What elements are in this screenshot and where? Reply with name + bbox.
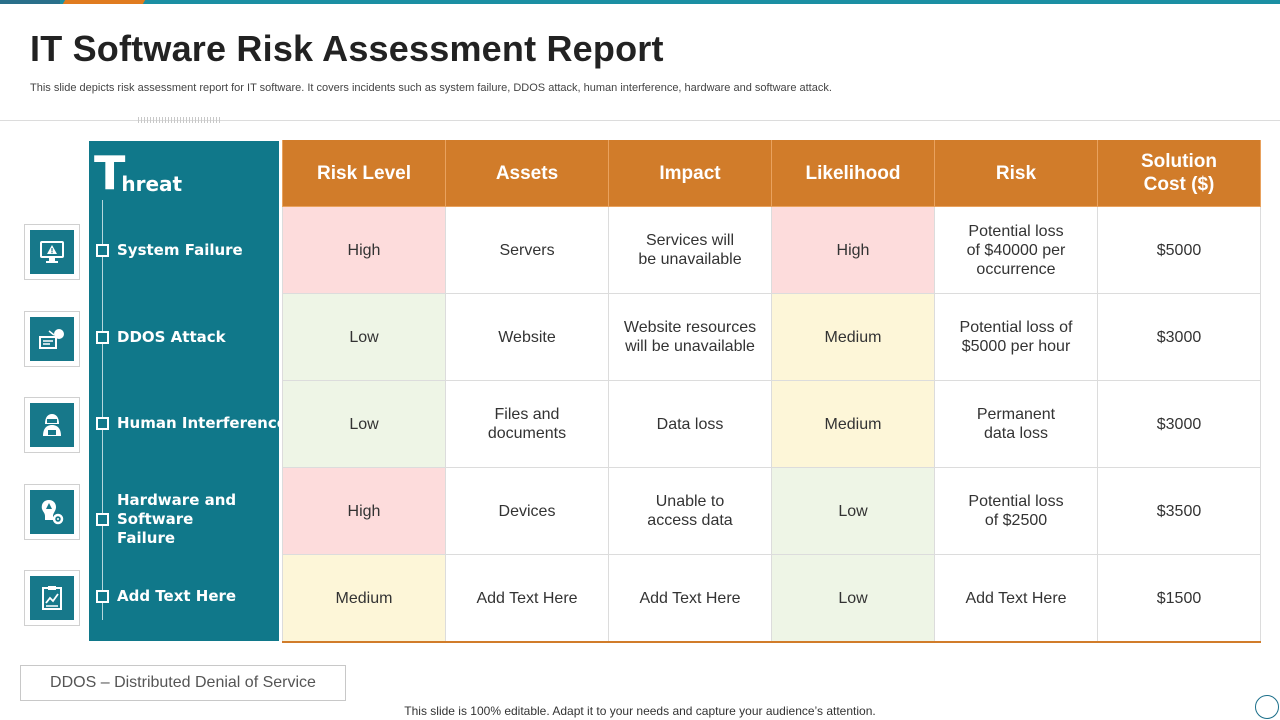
impact-cell: Website resources will be unavailable [608,293,772,381]
checkbox-icon [96,244,109,257]
top-accent-segment [0,0,60,4]
checkbox-icon [96,590,109,603]
solution-cost-cell: $3500 [1097,467,1261,555]
table-row: High Devices Unable to access data Low P… [282,467,1261,555]
likelihood-cell: Medium [771,293,935,381]
column-header-assets: Assets [445,140,609,207]
page-subtitle: This slide depicts risk assessment repor… [30,82,832,94]
risk-cell: Permanent data loss [934,380,1098,468]
table-header-row: Risk Level Assets Impact Likelihood Risk… [282,140,1261,207]
page-title: IT Software Risk Assessment Report [30,28,664,69]
risk-level-cell: High [282,206,446,294]
monitor-warning-icon [24,224,80,280]
threat-label: Add Text Here [117,587,237,605]
table-row: Low Website Website resources will be un… [282,293,1261,381]
impact-cell: Services will be unavailable [608,206,772,294]
hacker-icon [24,397,80,453]
assets-cell: Devices [445,467,609,555]
impact-cell: Unable to access data [608,467,772,555]
hardware-gear-icon [24,484,80,540]
risk-cell: Potential loss of $40000 per occurrence [934,206,1098,294]
threat-item-system-failure: System Failure [96,241,243,260]
threat-item-ddos-attack: DDOS Attack [96,328,226,347]
impact-cell: Data loss [608,380,772,468]
risk-cell: Add Text Here [934,554,1098,643]
threat-label: Human Interference [117,414,287,432]
assets-cell: Servers [445,206,609,294]
risk-table: Risk Level Assets Impact Likelihood Risk… [282,140,1261,643]
threat-panel [89,141,279,641]
threat-item-add-text: Add Text Here [96,587,236,606]
decorative-dots [138,117,222,123]
risk-level-cell: Medium [282,554,446,643]
risk-level-cell: Low [282,293,446,381]
assets-cell: Files and documents [445,380,609,468]
top-accent-segment-orange [62,0,146,4]
corner-circle-decoration [1255,695,1279,719]
impact-cell: Add Text Here [608,554,772,643]
risk-cell: Potential loss of $5000 per hour [934,293,1098,381]
checkbox-icon [96,417,109,430]
document-chart-icon [24,570,80,626]
risk-cell: Potential loss of $2500 [934,467,1098,555]
likelihood-cell: Medium [771,380,935,468]
solution-cost-cell: $1500 [1097,554,1261,643]
column-header-risk: Risk [934,140,1098,207]
risk-level-cell: Low [282,380,446,468]
column-header-solution-cost: Solution Cost ($) [1097,140,1261,207]
top-accent-bar [0,0,1280,4]
header-divider [0,120,1280,121]
table-row: Medium Add Text Here Add Text Here Low A… [282,554,1261,643]
threat-label: Hardware and Software Failure [117,491,237,547]
table-row: Low Files and documents Data loss Medium… [282,380,1261,468]
threat-label: System Failure [117,241,243,259]
threat-label: DDOS Attack [117,328,226,346]
threat-item-human-interference: Human Interference [96,414,287,433]
threat-heading-rest: hreat [121,172,183,196]
column-header-risk-level: Risk Level [282,140,446,207]
column-header-impact: Impact [608,140,772,207]
solution-cost-cell: $3000 [1097,293,1261,381]
checkbox-icon [96,513,109,526]
likelihood-cell: Low [771,467,935,555]
threat-item-hardware-software-failure: Hardware and Software Failure [96,491,247,548]
footer-text: This slide is 100% editable. Adapt it to… [404,704,876,718]
table-row: High Servers Services will be unavailabl… [282,206,1261,294]
column-header-likelihood: Likelihood [771,140,935,207]
network-attack-icon [24,311,80,367]
likelihood-cell: Low [771,554,935,643]
risk-level-cell: High [282,467,446,555]
checkbox-icon [96,331,109,344]
abbreviation-note: DDOS – Distributed Denial of Service [20,665,346,701]
solution-cost-cell: $5000 [1097,206,1261,294]
threat-heading-initial: T [94,146,126,200]
assets-cell: Website [445,293,609,381]
solution-cost-cell: $3000 [1097,380,1261,468]
threat-timeline-line [102,200,103,620]
likelihood-cell: High [771,206,935,294]
assets-cell: Add Text Here [445,554,609,643]
threat-heading: Threat [94,150,182,196]
